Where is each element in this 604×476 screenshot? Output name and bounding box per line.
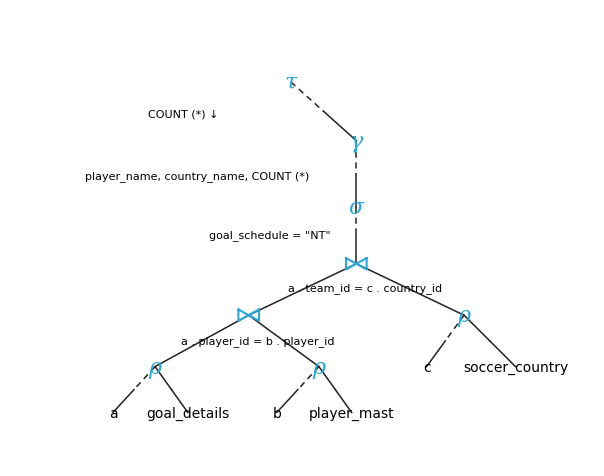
Text: a . player_id = b . player_id: a . player_id = b . player_id bbox=[181, 336, 335, 347]
Text: player_mast: player_mast bbox=[309, 406, 394, 420]
Text: σ: σ bbox=[349, 197, 364, 218]
Text: COUNT (*) ↓: COUNT (*) ↓ bbox=[148, 109, 219, 119]
Text: a . team_id = c . country_id: a . team_id = c . country_id bbox=[289, 283, 443, 294]
Text: c: c bbox=[423, 360, 431, 374]
Text: τ: τ bbox=[284, 72, 297, 94]
Text: goal_details: goal_details bbox=[146, 406, 230, 420]
Text: ρ: ρ bbox=[457, 305, 471, 327]
Text: a: a bbox=[109, 406, 117, 420]
Text: γ: γ bbox=[350, 130, 363, 152]
Text: b: b bbox=[272, 406, 281, 420]
Text: ρ: ρ bbox=[149, 356, 162, 378]
Text: player_name, country_name, COUNT (*): player_name, country_name, COUNT (*) bbox=[85, 171, 309, 182]
Text: goal_schedule = "NT": goal_schedule = "NT" bbox=[209, 229, 330, 240]
Text: ρ: ρ bbox=[312, 356, 326, 378]
Text: soccer_country: soccer_country bbox=[463, 360, 568, 374]
